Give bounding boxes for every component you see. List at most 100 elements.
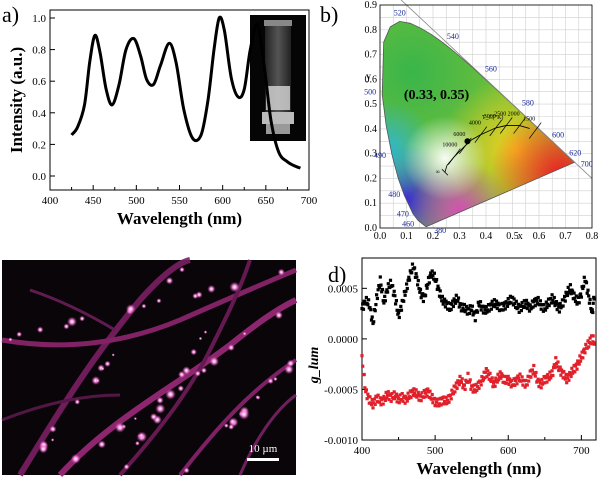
red-data-point: [450, 388, 454, 392]
red-data-point: [422, 388, 426, 393]
red-data-point: [390, 392, 394, 396]
emission-spot: [207, 284, 216, 294]
black-data-point: [454, 293, 458, 297]
emission-spot: [49, 425, 57, 433]
red-data-point: [485, 374, 489, 379]
black-data-point: [495, 306, 499, 311]
emission-spot: [223, 423, 229, 428]
wavelength-label: 580: [522, 98, 534, 107]
black-data-point: [532, 300, 536, 304]
red-data-point: [550, 369, 554, 373]
black-data-point: [467, 311, 472, 316]
isotherm-line: [513, 117, 526, 134]
panel-c-micrograph: 10 µm: [1, 257, 298, 478]
emission-spot: [70, 453, 81, 464]
red-data-point: [516, 374, 520, 378]
red-data-point: [426, 387, 430, 391]
black-data-point: [534, 296, 538, 301]
red-data-point: [502, 374, 506, 378]
black-data-point: [449, 307, 453, 312]
black-data-point: [467, 307, 471, 311]
black-data-point: [557, 305, 561, 309]
black-data-point: [490, 299, 494, 303]
black-data-point: [592, 297, 596, 301]
black-data-point: [519, 304, 523, 308]
black-data-point: [555, 308, 559, 312]
y-tick-label: 0.7: [365, 50, 378, 61]
red-data-point: [564, 372, 568, 376]
black-data-point: [573, 299, 578, 304]
panel-a-label: a): [2, 2, 19, 27]
wavelength-label: 700: [581, 159, 593, 168]
red-data-point: [535, 379, 540, 383]
emission-spot: [286, 359, 295, 368]
red-data-point: [565, 376, 570, 380]
red-data-point: [510, 378, 514, 383]
black-data-point: [552, 295, 556, 300]
x-tick-label: 0.2: [427, 231, 440, 242]
black-data-point: [525, 306, 529, 311]
isotherm-line: [528, 122, 542, 139]
black-data-point: [572, 291, 576, 295]
red-data-point: [549, 376, 553, 380]
emission-spot: [79, 315, 85, 322]
black-data-point: [494, 302, 498, 306]
black-data-point: [427, 281, 431, 285]
black-data-point: [524, 298, 529, 302]
black-data-point: [376, 288, 380, 292]
red-data-point: [411, 393, 415, 397]
red-data-point: [527, 379, 531, 383]
wavelength-label: 490: [374, 151, 386, 160]
red-data-point: [442, 395, 446, 399]
black-data-point: [481, 311, 485, 315]
x-tick-label: 400: [42, 195, 59, 207]
red-data-point: [443, 399, 447, 403]
red-data-point: [372, 397, 376, 401]
emission-spot: [111, 353, 115, 357]
black-data-point: [494, 299, 499, 303]
red-data-point: [575, 367, 579, 371]
black-data-point: [430, 269, 434, 273]
black-data-point: [552, 301, 556, 305]
red-data-point: [361, 364, 365, 368]
y-axis-label: Intensity (a.u.): [7, 47, 26, 153]
black-data-point: [421, 292, 425, 296]
black-data-point: [586, 288, 590, 292]
emission-spot: [192, 292, 199, 300]
black-data-point: [405, 286, 409, 291]
black-data-point: [498, 302, 502, 306]
red-data-point: [546, 375, 551, 379]
y-tick-label: 0.8: [32, 45, 46, 57]
emission-spot: [179, 266, 185, 273]
red-data-point: [519, 379, 523, 383]
wavelength-label: 600: [552, 131, 564, 140]
black-data-point: [440, 294, 444, 298]
red-data-point: [386, 393, 390, 397]
emission-spot: [125, 304, 136, 314]
red-data-point: [370, 398, 374, 402]
x-tick-label: 400: [354, 445, 371, 457]
black-data-point: [489, 307, 493, 311]
emission-spot: [194, 370, 201, 377]
black-data-point: [566, 285, 570, 289]
black-data-point: [558, 301, 562, 306]
red-data-point: [467, 380, 472, 384]
black-data-point: [442, 300, 446, 304]
x-tick-label: 500: [427, 445, 444, 457]
isotherm-line: [448, 148, 461, 165]
black-data-point: [503, 307, 507, 311]
red-data-point: [573, 370, 577, 374]
black-data-point: [431, 273, 435, 277]
red-data-point: [423, 395, 427, 399]
x-axis-label: Wavelength (nm): [416, 459, 541, 478]
red-data-point: [364, 390, 368, 394]
red-data-point: [547, 378, 551, 382]
black-data-point: [541, 309, 545, 313]
isotherm-line: [489, 119, 503, 137]
red-data-point: [490, 376, 494, 380]
x-tick-label: 0.8: [586, 231, 599, 242]
black-data-point: [381, 299, 385, 303]
black-data-point: [528, 303, 532, 307]
black-data-point: [373, 309, 377, 313]
black-data-point: [388, 278, 393, 282]
